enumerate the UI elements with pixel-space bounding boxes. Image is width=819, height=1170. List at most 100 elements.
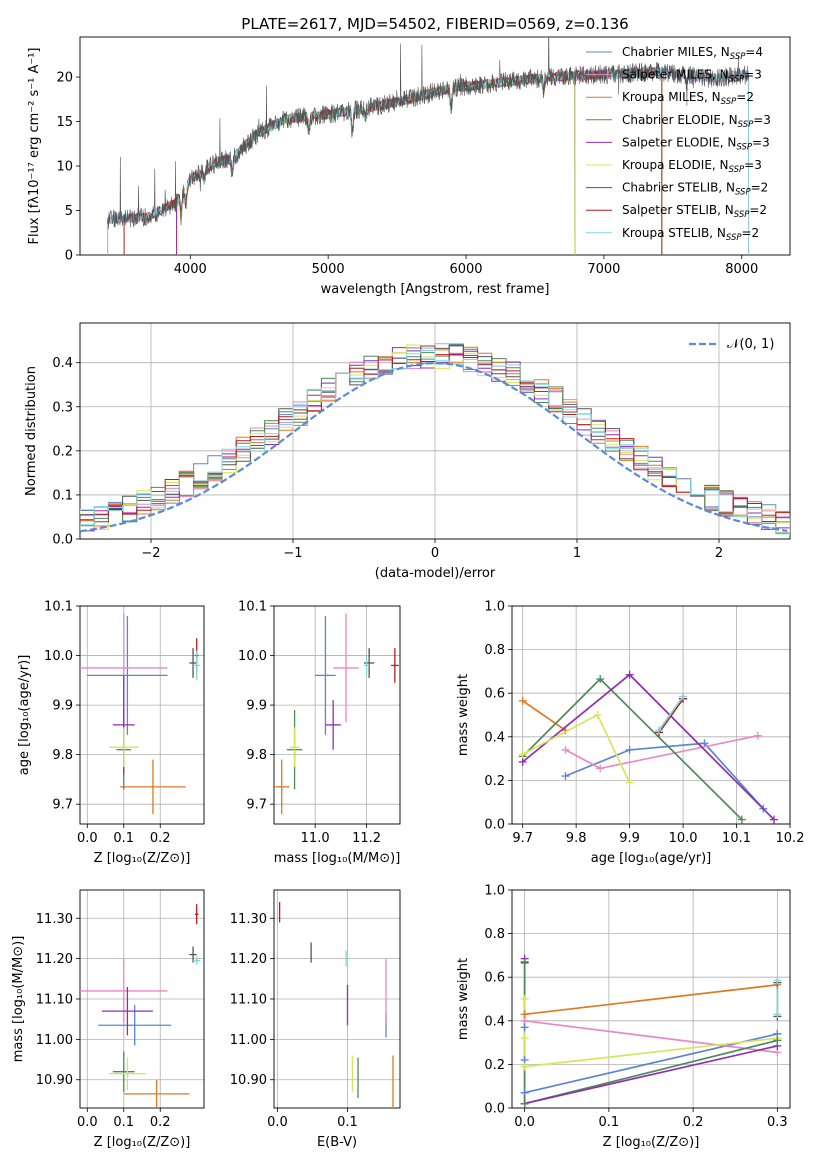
model-spectrum-line: [176, 70, 576, 255]
axes-frame: [273, 605, 401, 825]
y-tick-label: 9.9: [52, 699, 73, 714]
x-tick-label: 1: [573, 546, 581, 561]
massweight-vs-age-chart: 9.7 9.8 9.9 10.0 10.1 10.2 0.0 0.2 0.4 0.6 0.8 1.0 a…: [456, 600, 804, 867]
histogram-steps: [80, 343, 790, 536]
y-tick-label: 10.1: [238, 600, 267, 615]
mass-vs-ebv-chart: 0.0 0.1 10.90 11.00 11.10 11.20 11.30 E(B-V): [230, 889, 401, 1150]
y-tick-label: 10.0: [238, 649, 267, 664]
model-spectrum-line: [177, 71, 576, 255]
x-tick-label: 5000: [312, 262, 345, 277]
y-tick-label: 9.7: [52, 798, 73, 813]
legend-entry: Kroupa ELODIE, NSSP=3: [622, 158, 762, 175]
y-tick-label: 0.4: [484, 1014, 505, 1029]
x-tick-label: 0.1: [113, 831, 134, 846]
x-tick-label: 0.0: [77, 831, 98, 846]
series-line: [524, 1039, 778, 1105]
axes-frame: [273, 889, 401, 1109]
axes-frame: [79, 889, 205, 1109]
spectrum-lines: [107, 37, 750, 255]
axes-frame: [511, 889, 791, 1109]
y-axis-label: age [log₁₀(age/yr)]: [17, 655, 32, 776]
series-line: [565, 742, 764, 810]
x-tick-label: 10.1: [722, 831, 751, 846]
x-axis-label: age [log₁₀(age/yr)]: [591, 851, 712, 866]
x-tick-label: 0.2: [150, 831, 171, 846]
y-tick-label: 0.2: [52, 444, 73, 459]
residual-histogram: −2 −1 0 1 2 0.0 0.1 0.2 0.3 0.4 (data-model)/error…: [24, 322, 791, 581]
y-axis-label: mass [log₁₀(M/M⊙)]: [11, 936, 26, 1063]
x-tick-label: −1: [283, 546, 302, 561]
y-tick-label: 11.30: [36, 912, 73, 927]
x-tick-label: 9.8: [566, 831, 587, 846]
x-tick-label: 10.0: [669, 831, 698, 846]
x-tick-label: 11.2: [352, 831, 381, 846]
x-tick-label: −2: [141, 546, 160, 561]
age-vs-Z-chart: 0.0 0.1 0.2 9.7 9.8 9.9 10.0 10.1 Z [log₁₀(Z/Z⊙)…: [17, 600, 205, 866]
legend-entry: Salpeter ELODIE, NSSP=3: [622, 135, 770, 152]
x-tick-label: 0: [431, 546, 439, 561]
axes-frame: [79, 322, 791, 540]
y-tick-label: 0: [65, 249, 73, 264]
y-tick-label: 11.30: [230, 912, 267, 927]
x-tick-label: 2: [715, 546, 723, 561]
y-axis-label: Normed distribution: [24, 366, 39, 496]
y-axis-label: Flux [fλ10⁻¹⁷ erg cm⁻² s⁻¹ A⁻¹]: [27, 48, 42, 245]
normal-curve: [80, 361, 788, 533]
errorbars: [80, 904, 201, 1108]
legend-entry: Kroupa STELIB, NSSP=2: [622, 226, 759, 243]
y-tick-label: 9.7: [246, 798, 267, 813]
series-line: [524, 1045, 778, 1105]
y-tick-label: 9.8: [246, 748, 267, 763]
y-tick-label: 0.0: [484, 1102, 505, 1117]
x-axis-label: wavelength [Angstrom, rest frame]: [321, 282, 550, 297]
x-tick-label: 6000: [449, 262, 482, 277]
spectrum-chart: 4000 5000 6000 7000 8000 0 5 10 15 20 wavelength […: [27, 36, 791, 297]
series-lines: [518, 670, 778, 824]
errorbars: [278, 902, 394, 1108]
x-tick-label: 0.0: [267, 1115, 288, 1130]
model-spectrum-line: [176, 70, 576, 255]
x-tick-label: 4000: [174, 262, 207, 277]
series-line: [522, 700, 566, 731]
x-axis-label: mass [log₁₀(M/M⊙)]: [274, 851, 401, 866]
x-tick-label: 0.2: [150, 1115, 171, 1130]
legend-entry: Chabrier MILES, NSSP=4: [622, 45, 763, 62]
legend-entry: Chabrier STELIB, NSSP=2: [622, 181, 768, 198]
y-tick-label: 10.0: [44, 649, 73, 664]
y-tick-label: 11.20: [36, 952, 73, 967]
x-axis-label: E(B-V): [317, 1135, 357, 1150]
y-tick-label: 0.3: [52, 400, 73, 415]
spectrum-legend: Chabrier MILES, NSSP=4 Salpeter MILES, NS…: [586, 45, 771, 243]
y-tick-label: 0.4: [484, 730, 505, 745]
y-tick-label: 0.2: [484, 774, 505, 789]
x-tick-label: 0.0: [514, 1115, 535, 1130]
x-tick-label: 0.0: [77, 1115, 98, 1130]
y-tick-label: 1.0: [484, 600, 505, 615]
histogram-series: [80, 350, 790, 535]
legend-entry: 𝒩(0, 1): [727, 337, 774, 352]
axes-frame: [79, 605, 205, 825]
y-tick-label: 10.1: [44, 600, 73, 615]
axes-frame: [511, 605, 791, 825]
x-tick-label: 0.1: [113, 1115, 134, 1130]
y-axis-label: mass weight: [456, 674, 471, 756]
x-tick-label: 0.3: [767, 1115, 788, 1130]
y-tick-label: 0.2: [484, 1058, 505, 1073]
series-line: [524, 1037, 778, 1068]
figure-title: PLATE=2617, MJD=54502, FIBERID=0569, z=0…: [241, 15, 628, 33]
y-tick-label: 0.0: [52, 533, 73, 548]
x-tick-label: 0.2: [683, 1115, 704, 1130]
x-axis-label: Z [log₁₀(Z/Z⊙)]: [603, 1135, 700, 1150]
series-lines: [520, 954, 782, 1108]
y-tick-label: 11.00: [230, 1033, 267, 1048]
series-line: [658, 698, 684, 733]
observed-spectrum-line: [107, 37, 749, 229]
y-tick-label: 11.00: [36, 1033, 73, 1048]
y-tick-label: 10.90: [36, 1073, 73, 1088]
mass-vs-Z-chart: 0.0 0.1 0.2 10.90 11.00 11.10 11.20 11.30 Z [log…: [11, 889, 205, 1150]
errorbars: [274, 613, 399, 815]
y-axis-label: mass weight: [456, 958, 471, 1040]
y-tick-label: 15: [56, 115, 73, 130]
